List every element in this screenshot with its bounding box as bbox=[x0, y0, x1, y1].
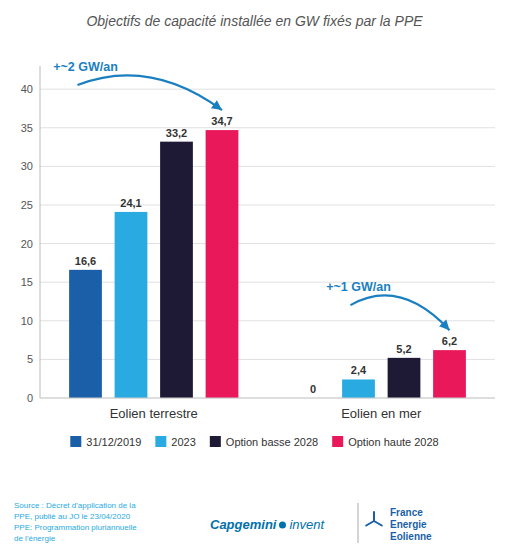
y-axis-line bbox=[40, 66, 41, 398]
logo-icon bbox=[366, 521, 374, 526]
bar bbox=[206, 130, 239, 398]
annotation: +~1 GW/an bbox=[326, 280, 391, 294]
legend-label: Option haute 2028 bbox=[348, 436, 439, 448]
logo-icon bbox=[373, 512, 375, 521]
grid-line bbox=[40, 204, 495, 205]
y-tick-label: 0 bbox=[27, 392, 33, 404]
bar bbox=[160, 142, 193, 398]
data-label: 16,6 bbox=[75, 255, 96, 267]
y-tick-label: 5 bbox=[27, 353, 33, 365]
source: Source : Décret d'application de laPPE, … bbox=[14, 501, 137, 543]
bars bbox=[69, 130, 466, 398]
legend-label: Option basse 2028 bbox=[226, 436, 318, 448]
logo-text: Capgemini bbox=[210, 517, 277, 532]
chart: Objectifs de capacité installée en GW fi… bbox=[0, 0, 509, 551]
y-tick-label: 20 bbox=[21, 238, 33, 250]
bar bbox=[342, 379, 375, 398]
data-labels: 16,6 0 24,1 2,4 33,2 5,2 34,7 6,2 bbox=[75, 115, 457, 395]
legend-item: Option haute 2028 bbox=[332, 436, 439, 448]
y-tick-label: 15 bbox=[21, 276, 33, 288]
logo-text: invent bbox=[289, 517, 325, 532]
y-tick-label: 10 bbox=[21, 315, 33, 327]
data-label: 2,4 bbox=[351, 364, 367, 376]
grid-line bbox=[40, 398, 495, 399]
legend-item: 31/12/2019 bbox=[70, 436, 141, 448]
y-tick-label: 30 bbox=[21, 160, 33, 172]
data-label: 34,7 bbox=[211, 115, 232, 127]
logo-dot bbox=[279, 522, 286, 529]
x-tick-label: Eolien en mer bbox=[341, 406, 422, 421]
annotation-arrowhead bbox=[439, 319, 449, 330]
data-label: 0 bbox=[310, 383, 316, 395]
bar bbox=[388, 358, 421, 398]
data-label: 24,1 bbox=[120, 197, 141, 209]
x-tick-label: Eolien terrestre bbox=[110, 406, 198, 421]
x-axis-line bbox=[40, 398, 495, 399]
grid-line bbox=[40, 166, 495, 167]
grid-line bbox=[40, 320, 495, 321]
grid-line bbox=[40, 359, 495, 360]
legend-label: 2023 bbox=[171, 436, 195, 448]
data-label: 33,2 bbox=[166, 127, 187, 139]
legend-swatch bbox=[210, 436, 221, 447]
title: Objectifs de capacité installée en GW fi… bbox=[86, 13, 423, 29]
y-axis: 0 5 10 15 20 25 30 35 40 bbox=[21, 66, 495, 404]
data-label: 6,2 bbox=[442, 335, 457, 347]
logo-text: Eolienne bbox=[390, 531, 432, 542]
logo-text: Energie bbox=[390, 519, 427, 530]
annotation-arrowhead bbox=[211, 100, 222, 110]
separator bbox=[358, 503, 359, 543]
bar bbox=[433, 350, 466, 398]
y-tick-label: 35 bbox=[21, 122, 33, 134]
legend-swatch bbox=[155, 436, 166, 447]
annotation-arrow bbox=[78, 75, 223, 110]
bar bbox=[69, 270, 102, 398]
y-tick-label: 40 bbox=[21, 83, 33, 95]
grid-line bbox=[40, 243, 495, 244]
grid-line bbox=[40, 127, 495, 128]
annotation: +~2 GW/an bbox=[53, 60, 118, 74]
grid-line bbox=[40, 282, 495, 283]
bar bbox=[115, 212, 148, 398]
data-label: 5,2 bbox=[396, 343, 411, 355]
logo-text: France bbox=[390, 507, 423, 518]
y-tick-label: 25 bbox=[21, 199, 33, 211]
annotations: +~2 GW/an +~1 GW/an bbox=[53, 60, 449, 330]
footer-logos: Capgemini invent FranceEnergieEolienne bbox=[210, 503, 432, 543]
legend: 31/12/2019 2023 Option basse 2028 Option ha… bbox=[70, 436, 438, 448]
legend-swatch bbox=[332, 436, 343, 447]
legend-label: 31/12/2019 bbox=[86, 436, 141, 448]
legend-item: Option basse 2028 bbox=[210, 436, 318, 448]
legend-item: 2023 bbox=[155, 436, 195, 448]
logo-icon bbox=[374, 521, 382, 526]
annotation-arrow bbox=[351, 295, 450, 330]
background bbox=[0, 0, 509, 551]
legend-swatch bbox=[70, 436, 81, 447]
grid-line bbox=[40, 89, 495, 90]
